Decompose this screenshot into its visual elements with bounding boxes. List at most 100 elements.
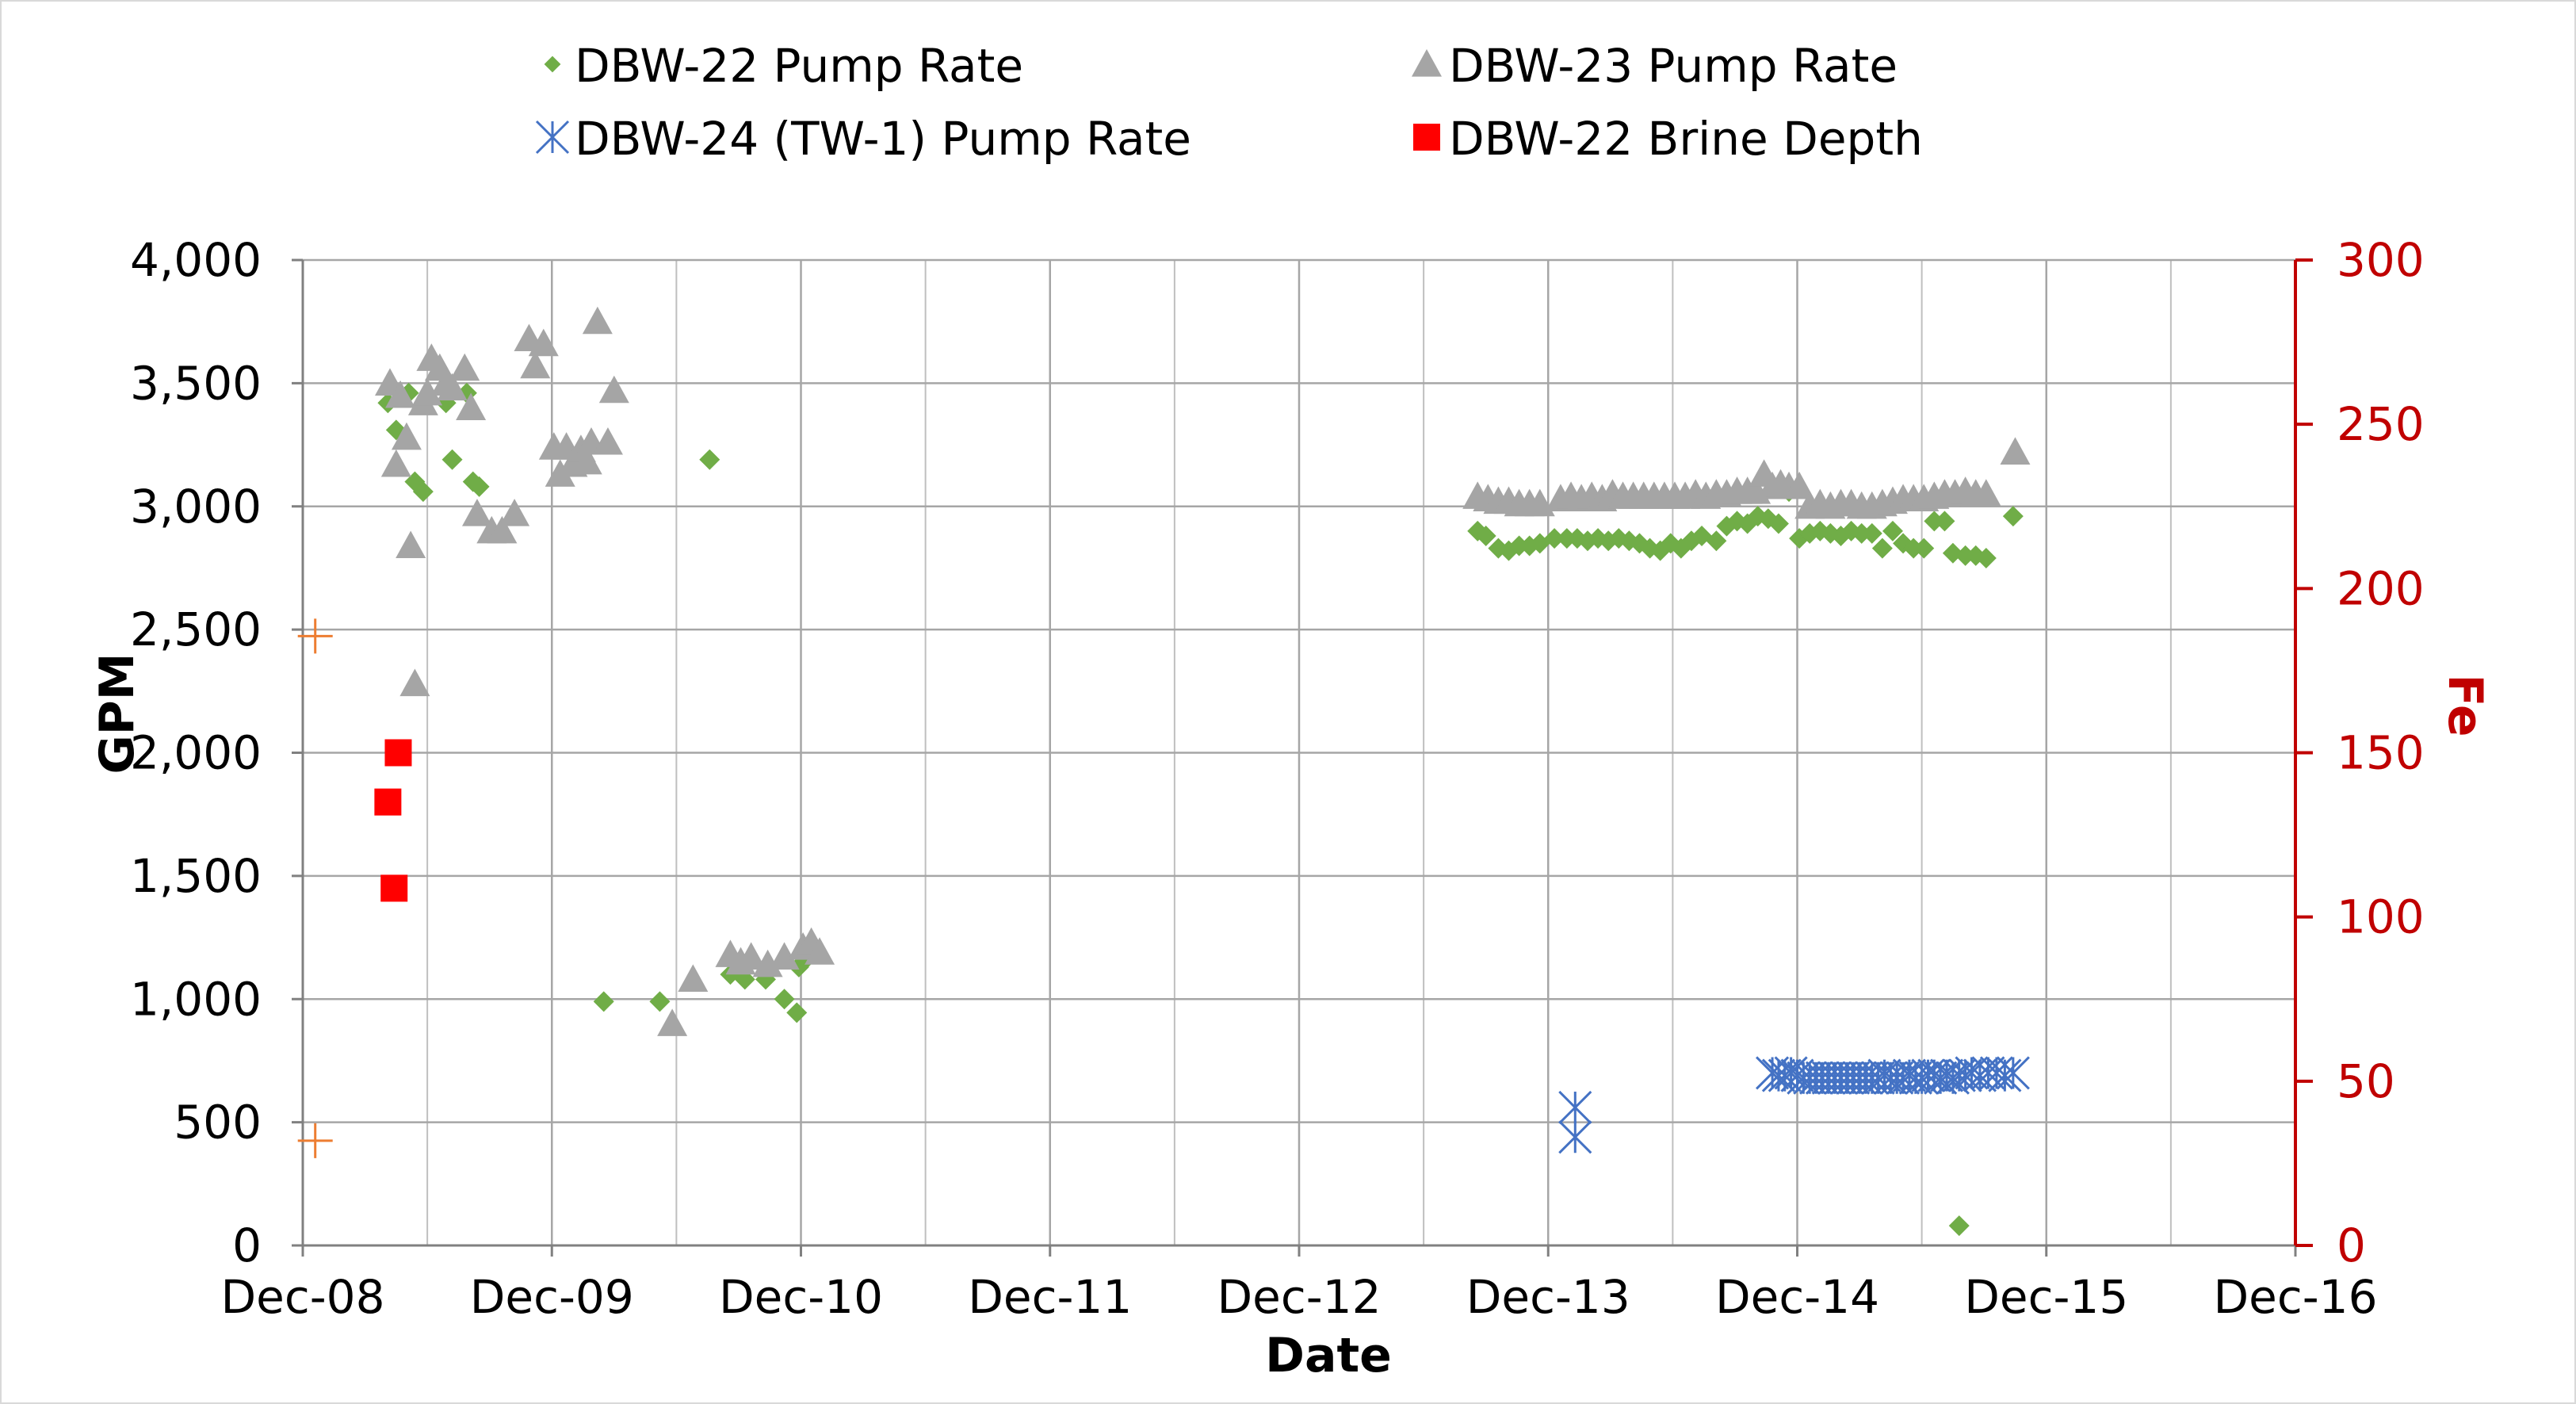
data-point — [1975, 548, 1997, 569]
data-point — [1787, 1061, 1821, 1095]
data-point — [297, 618, 333, 654]
x-tick-label: Dec-14 — [1715, 1270, 1879, 1324]
data-point — [769, 942, 800, 970]
data-point — [391, 422, 422, 450]
x-tick-label: Dec-11 — [968, 1270, 1132, 1324]
legend-marker — [1412, 49, 1442, 77]
legend-item: DBW-22 Pump Rate — [544, 39, 1023, 93]
series-3 — [374, 739, 412, 902]
y2-tick-label: 50 — [2337, 1054, 2395, 1108]
data-point — [1970, 479, 2001, 507]
x-tick-label: Dec-10 — [719, 1270, 883, 1324]
x-tick-label: Dec-13 — [1466, 1270, 1630, 1324]
data-point — [786, 1002, 808, 1023]
x-tick-label: Dec-08 — [221, 1270, 385, 1324]
legend-marker — [535, 120, 570, 155]
y2-tick-label: 200 — [2337, 561, 2425, 615]
data-point — [1996, 1056, 2030, 1090]
y-tick-label: 0 — [232, 1218, 262, 1272]
data-point — [1913, 537, 1935, 559]
y2-axis-title: Fe — [2437, 674, 2493, 736]
data-point — [1558, 1120, 1592, 1154]
data-point — [1817, 1061, 1852, 1095]
data-point — [1558, 1090, 1592, 1125]
legend-label: DBW-22 Pump Rate — [575, 39, 1023, 93]
data-point — [499, 499, 530, 526]
data-point — [384, 739, 412, 767]
data-point — [412, 377, 443, 406]
data-point — [2000, 437, 2031, 465]
legend-label: DBW-24 (TW-1) Pump Rate — [575, 112, 1191, 166]
legend-marker — [544, 55, 561, 73]
x-tick-label: Dec-12 — [1217, 1270, 1382, 1324]
data-point — [398, 382, 419, 404]
legend-marker — [1413, 124, 1440, 151]
legend-label: DBW-22 Brine Depth — [1449, 112, 1923, 166]
data-point — [1934, 511, 1955, 532]
data-point — [1544, 528, 1565, 549]
data-point — [1836, 1061, 1871, 1095]
legend: DBW-22 Pump Rate DBW-23 Pump Rate DBW-24 (… — [535, 39, 1923, 166]
data-point — [678, 964, 709, 992]
data-point — [657, 1008, 688, 1036]
data-point — [1706, 530, 1727, 552]
x-tick-label: Dec-15 — [1964, 1270, 2128, 1324]
x-tick-label: Dec-16 — [2214, 1270, 2378, 1324]
y-tick-label: 1,000 — [130, 972, 262, 1026]
y-tick-label: 2,000 — [130, 726, 262, 780]
data-point — [385, 380, 416, 408]
series-1 — [374, 306, 2031, 1036]
data-point — [1793, 1061, 1827, 1095]
data-point — [380, 874, 408, 902]
data-point — [1948, 1215, 1970, 1237]
data-point — [592, 427, 623, 455]
data-point — [1475, 526, 1496, 547]
data-marks — [297, 306, 2031, 1237]
data-point — [297, 1123, 333, 1158]
data-point — [456, 392, 487, 421]
y2-tick-label: 150 — [2337, 726, 2425, 780]
data-point — [461, 499, 492, 526]
data-point — [520, 350, 551, 379]
axes — [292, 258, 2313, 1257]
data-point — [1608, 528, 1630, 549]
data-point — [1824, 1061, 1858, 1095]
data-point — [437, 373, 468, 401]
data-point — [1903, 537, 1924, 559]
data-point — [1861, 522, 1882, 544]
data-point — [1924, 511, 1945, 532]
series-4 — [297, 618, 333, 1158]
legend-item: DBW-23 Pump Rate — [1412, 39, 1898, 93]
data-point — [736, 942, 766, 970]
tick-labels: Dec-08 Dec-09 Dec-10 Dec-11 Dec-12 Dec-13 Dec-… — [130, 233, 2425, 1324]
data-point — [571, 446, 602, 475]
y2-tick-label: 100 — [2337, 890, 2425, 944]
legend-item: DBW-22 Brine Depth — [1413, 112, 1923, 166]
data-point — [1768, 513, 1789, 534]
legend-label: DBW-23 Pump Rate — [1449, 39, 1898, 93]
data-point — [649, 991, 671, 1012]
y-tick-label: 500 — [174, 1096, 262, 1150]
data-point — [805, 937, 835, 965]
x-tick-label: Dec-09 — [470, 1270, 634, 1324]
data-point — [2002, 506, 2024, 527]
y-axis-title: GPM — [90, 653, 145, 775]
y-tick-label: 3,000 — [130, 480, 262, 534]
data-point — [593, 991, 614, 1012]
data-point — [399, 668, 430, 697]
y-tick-label: 4,000 — [130, 233, 262, 287]
data-point — [449, 353, 480, 381]
legend-item: DBW-24 (TW-1) Pump Rate — [535, 112, 1191, 166]
y-tick-label: 3,500 — [130, 356, 262, 410]
data-point — [468, 476, 490, 497]
data-point — [1851, 522, 1872, 544]
data-point — [1830, 1061, 1864, 1095]
data-point — [380, 449, 411, 477]
data-point — [1508, 535, 1530, 557]
y2-tick-label: 250 — [2337, 397, 2425, 451]
data-point — [1971, 1056, 2005, 1090]
data-point — [582, 306, 613, 335]
